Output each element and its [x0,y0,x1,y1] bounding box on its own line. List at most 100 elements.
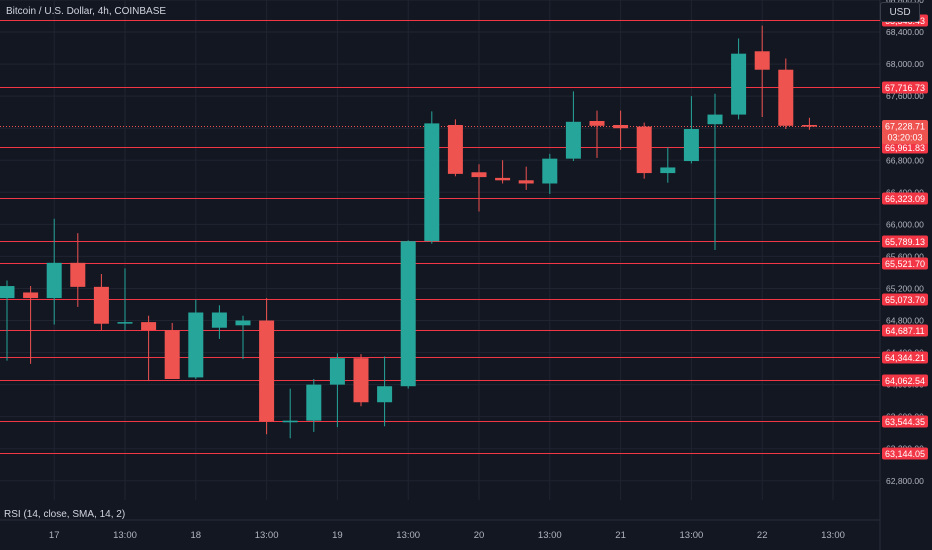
candle [188,299,204,380]
candle [117,268,133,331]
price-level-tag-label: 66,323.09 [885,194,925,204]
candle-body [0,286,15,299]
price-tick-label: 62,800.00 [886,476,924,486]
candle-body [495,177,511,181]
time-tick-label: 17 [49,530,60,541]
price-level-tag [882,141,928,154]
candle [164,322,180,380]
price-level-tag [882,293,928,306]
candle [447,119,463,177]
price-level-tag-label: 64,062.54 [885,376,925,386]
price-level-tag [882,447,928,460]
candle-body [377,386,393,403]
time-axis[interactable]: 17 13:00 18 13:00 19 13:00 20 13:00 21 13:00 22 13:… [49,530,845,541]
price-tick-label: 67,600.00 [886,91,924,101]
candle-body [46,262,62,299]
price-level-tag [882,192,928,205]
currency-button[interactable]: USD [880,2,920,22]
countdown-label: 03:20:03 [887,133,922,143]
price-level-tag-label: 63,144.05 [885,449,925,459]
price-tick-label: 64,800.00 [886,316,924,326]
candle [542,153,558,194]
price-level-tag-label: 65,789.13 [885,237,925,247]
candle-body [518,180,534,184]
price-level-tag-label: 66,961.83 [885,143,925,153]
candle-body [306,384,322,421]
candle [23,286,39,364]
price-level-tag [882,81,928,94]
time-tick-label: 20 [474,530,485,541]
price-level-tag-label: 64,344.21 [885,353,925,363]
symbol-title: Bitcoin / U.S. Dollar, 4h, COINBASE [6,6,167,17]
candle-body [23,292,39,299]
candle-body [353,358,369,403]
time-tick-label: 18 [191,530,202,541]
candle [495,160,511,184]
candle-body [565,121,581,159]
price-level-tag [882,351,928,364]
candle-body [636,126,652,174]
time-tick-label: 13:00 [113,530,137,541]
time-tick-label: 13:00 [821,530,845,541]
candle-body [447,125,463,174]
candle-body [282,420,298,423]
candle [801,117,817,130]
candle [731,38,747,120]
candle-body [424,123,440,242]
candle-body [329,358,345,385]
candle [424,111,440,244]
candle-body [778,69,794,126]
price-tick-label: 66,000.00 [886,219,924,229]
candle [259,298,275,435]
price-tick-label: 65,600.00 [886,251,924,261]
candle [0,280,15,361]
rsi-indicator-label[interactable]: RSI (14, close, SMA, 14, 2) [4,509,126,520]
candle-body [801,125,817,127]
candle-body [70,262,86,287]
current-price-tag [882,120,928,144]
candle-body [542,158,558,184]
time-tick-label: 21 [615,530,626,541]
candle [70,233,86,307]
price-level-tag [882,374,928,387]
price-level-tag [882,415,928,428]
horizontal-levels[interactable] [0,20,880,454]
price-tick-label: 66,400.00 [886,187,924,197]
price-tick-label: 68,000.00 [886,59,924,69]
price-tags: 68,546.4367,716.7366,961.8366,323.0965,7… [882,14,928,460]
price-tick-label: 68,400.00 [886,27,924,37]
candle [141,315,157,381]
grid [0,0,881,550]
candle [778,58,794,130]
price-level-tag-label: 65,521.70 [885,259,925,269]
candle [400,240,416,389]
current-price-label: 67,228.71 [885,122,925,132]
candle [282,388,298,439]
price-level-tag [882,235,928,248]
candle-body [707,114,723,125]
time-tick-label: 13:00 [538,530,562,541]
time-tick-label: 13:00 [396,530,420,541]
candle [589,110,605,158]
price-level-tag [882,324,928,337]
candle [353,354,369,407]
candle [211,305,227,339]
time-tick-label: 22 [757,530,768,541]
candle-body [141,322,157,331]
candle [329,353,345,428]
candle [683,96,699,164]
candle-body [211,312,227,328]
candle [660,147,676,183]
candle-body [471,172,487,178]
candle [754,25,770,117]
candle [377,356,393,427]
price-level-tag [882,257,928,270]
candle-body [589,120,605,126]
candlesticks [0,25,817,439]
candle [613,110,629,150]
candle-body [188,312,204,378]
price-level-tag-label: 64,687.11 [885,326,924,336]
candle-body [235,320,251,326]
candle-body [731,53,747,115]
